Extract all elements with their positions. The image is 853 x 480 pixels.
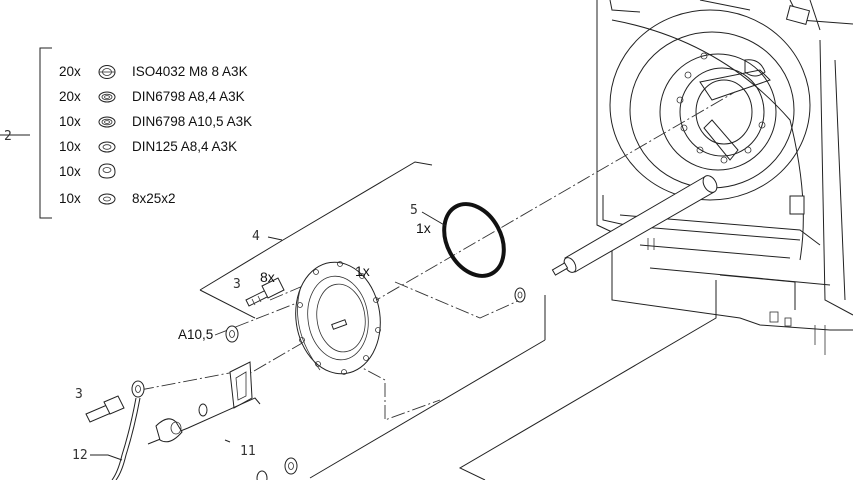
washer-a10-5 bbox=[225, 325, 239, 343]
leader-lines bbox=[90, 161, 717, 480]
qty-oring: 1x bbox=[416, 220, 431, 236]
legend-spec-1: ISO4032 M8 8 A3K bbox=[132, 64, 248, 79]
ground-cable bbox=[111, 380, 145, 480]
lock-washer-icon bbox=[98, 91, 116, 103]
washer-small bbox=[514, 287, 526, 303]
dome-washer-icon bbox=[98, 163, 116, 179]
legend-spec-2: DIN6798 A8,4 A3K bbox=[132, 89, 245, 104]
qty-flange: 1x bbox=[355, 263, 370, 279]
flat-washer-icon bbox=[98, 141, 116, 153]
o-ring bbox=[442, 202, 506, 278]
callout-3-upper: 3 bbox=[233, 277, 241, 292]
callout-3-lower: 3 bbox=[75, 387, 83, 402]
legend-spec-3: DIN6798 A10,5 A3K bbox=[132, 114, 252, 129]
wing-nut bbox=[155, 418, 183, 443]
seal-flange bbox=[295, 261, 381, 375]
legend-qty-6: 10x bbox=[59, 191, 81, 206]
hex-nut-icon bbox=[98, 65, 116, 79]
washer-wingnut bbox=[198, 403, 208, 417]
bolt-lower bbox=[85, 395, 125, 423]
legend-spec-6: 8x25x2 bbox=[132, 191, 176, 206]
callout-4: 4 bbox=[252, 229, 260, 244]
qty-bolts: 8x bbox=[260, 269, 275, 285]
legend-qty-2: 20x bbox=[59, 89, 81, 104]
legend-qty-5: 10x bbox=[59, 164, 81, 179]
callout-5: 5 bbox=[410, 203, 418, 218]
legend-qty-4: 10x bbox=[59, 139, 81, 154]
legend-qty-1: 20x bbox=[59, 64, 81, 79]
lock-washer-icon bbox=[98, 116, 116, 128]
callout-2: 2 bbox=[4, 129, 12, 144]
legend-qty-3: 10x bbox=[59, 114, 81, 129]
fastener-legend: 2 20x ISO4032 M8 8 A3K 20x DIN6798 A8,4 … bbox=[0, 47, 252, 219]
drum-housing bbox=[596, 0, 853, 355]
label-washer-a10-5: A10,5 bbox=[178, 327, 213, 342]
drive-shaft bbox=[551, 175, 718, 276]
legend-spec-4: DIN125 A8,4 A3K bbox=[132, 139, 237, 154]
flat-washer-icon bbox=[98, 193, 116, 205]
clip-bracket bbox=[147, 361, 261, 445]
washer-bottom-pair bbox=[256, 457, 298, 480]
callout-12: 12 bbox=[72, 448, 88, 463]
callout-11: 11 bbox=[240, 444, 256, 459]
bolt-upper bbox=[245, 277, 285, 307]
